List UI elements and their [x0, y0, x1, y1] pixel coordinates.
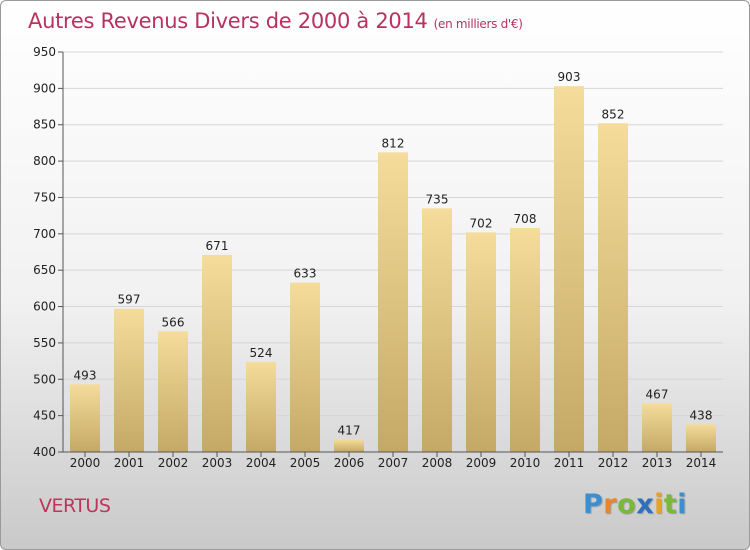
logo-letter: o	[617, 489, 637, 520]
bar	[114, 308, 144, 452]
bar	[246, 361, 276, 452]
bar	[70, 384, 100, 452]
data-label: 566	[162, 315, 185, 329]
chart-title: Autres Revenus Divers de 2000 à 2014 (en …	[28, 9, 523, 33]
x-tick-label: 2002	[158, 456, 189, 470]
data-label: 903	[558, 70, 581, 84]
data-label: 597	[118, 293, 141, 307]
x-tick-label: 2001	[114, 456, 145, 470]
data-label: 524	[250, 346, 273, 360]
x-tick-label: 2011	[554, 456, 585, 470]
x-tick-label: 2009	[466, 456, 497, 470]
logo-letter: P	[583, 489, 604, 520]
data-label: 438	[690, 408, 713, 422]
commune-label: VERTUS	[39, 495, 111, 517]
bar	[554, 86, 584, 452]
logo-letter: r	[603, 489, 618, 520]
bars: 493 597 566 671 524 633 417 812 735 702 708 903 852 4…	[70, 70, 716, 452]
bar	[598, 123, 628, 452]
y-tick-label: 400	[33, 445, 56, 459]
data-label: 671	[206, 239, 229, 253]
bar	[158, 331, 188, 452]
bar	[334, 439, 364, 452]
data-label: 708	[514, 212, 537, 226]
x-tick-label: 2012	[598, 456, 629, 470]
data-label: 812	[382, 136, 405, 150]
data-label: 852	[602, 107, 625, 121]
y-tick-label: 750	[33, 190, 56, 204]
data-label: 417	[338, 424, 361, 438]
x-tick-label: 2013	[642, 456, 673, 470]
x-tick-label: 2003	[202, 456, 233, 470]
logo-letter: i	[654, 489, 664, 520]
data-label: 735	[426, 192, 449, 206]
x-tick-label: 2008	[422, 456, 453, 470]
y-tick-label: 800	[33, 154, 56, 168]
title-text: Autres Revenus Divers de 2000 à 2014	[28, 9, 428, 33]
chart-subtitle: (en milliers d'€)	[433, 17, 523, 31]
logo-letter: t	[663, 489, 678, 520]
x-tick-label: 2010	[510, 456, 541, 470]
data-label: 633	[294, 267, 317, 281]
y-tick-label: 700	[33, 227, 56, 241]
bar	[422, 208, 452, 452]
x-tick-label: 2000	[70, 456, 101, 470]
data-label: 467	[646, 387, 669, 401]
y-tick-label: 650	[33, 263, 56, 277]
bar	[642, 403, 672, 452]
x-tick-label: 2007	[378, 456, 409, 470]
bar	[686, 424, 716, 452]
x-tick-label: 2004	[246, 456, 277, 470]
axes: 400 450 500 550 600 650 700 750 800 850 900 950 2000…	[33, 45, 723, 470]
bar	[510, 228, 540, 452]
y-tick-label: 950	[33, 45, 56, 59]
logo-letter: i	[677, 489, 688, 520]
y-tick-label: 600	[33, 300, 56, 314]
proxiti-logo[interactable]: Proxiti	[583, 489, 687, 520]
data-label: 702	[470, 216, 493, 230]
y-tick-label: 500	[33, 372, 56, 386]
bar	[290, 282, 320, 452]
data-label: 493	[74, 368, 97, 382]
bar	[466, 232, 496, 452]
bar	[202, 254, 232, 452]
logo-letter: x	[636, 489, 655, 520]
x-tick-label: 2014	[686, 456, 717, 470]
y-tick-label: 550	[33, 336, 56, 350]
y-tick-label: 850	[33, 118, 56, 132]
bar	[378, 152, 408, 452]
y-tick-label: 900	[33, 81, 56, 95]
x-tick-label: 2005	[290, 456, 321, 470]
x-tick-label: 2006	[334, 456, 365, 470]
y-tick-label: 450	[33, 409, 56, 423]
